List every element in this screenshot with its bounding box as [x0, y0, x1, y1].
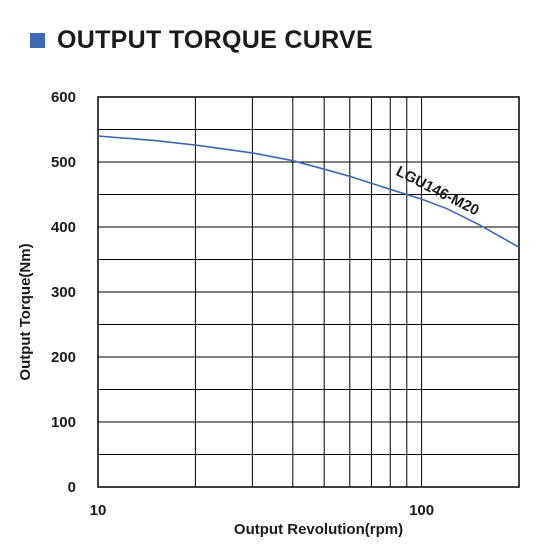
y-tick-label: 400 [51, 219, 76, 236]
y-tick-label: 100 [51, 414, 76, 431]
x-tick-label: 100 [409, 502, 434, 519]
y-tick-label: 0 [68, 479, 76, 496]
series-line-lgu146-m20 [97, 135, 520, 248]
y-axis-label: Output Torque(Nm) [17, 243, 34, 380]
y-tick-label: 200 [51, 349, 76, 366]
x-tick-label: 10 [90, 502, 107, 519]
y-tick-label: 500 [51, 154, 76, 171]
y-tick-label: 300 [51, 284, 76, 301]
title-marker-icon [30, 33, 45, 48]
chart-title-block: OUTPUT TORQUE CURVE [30, 26, 373, 55]
y-tick-labels: 0 100 200 300 400 500 600 [51, 89, 76, 496]
x-axis-label: Output Revolution(rpm) [234, 521, 403, 538]
chart-title: OUTPUT TORQUE CURVE [57, 26, 373, 54]
chart-grid [98, 97, 519, 487]
plot-frame [97, 96, 520, 488]
x-tick-labels: 10 100 [90, 502, 434, 519]
y-tick-label: 600 [51, 89, 76, 106]
